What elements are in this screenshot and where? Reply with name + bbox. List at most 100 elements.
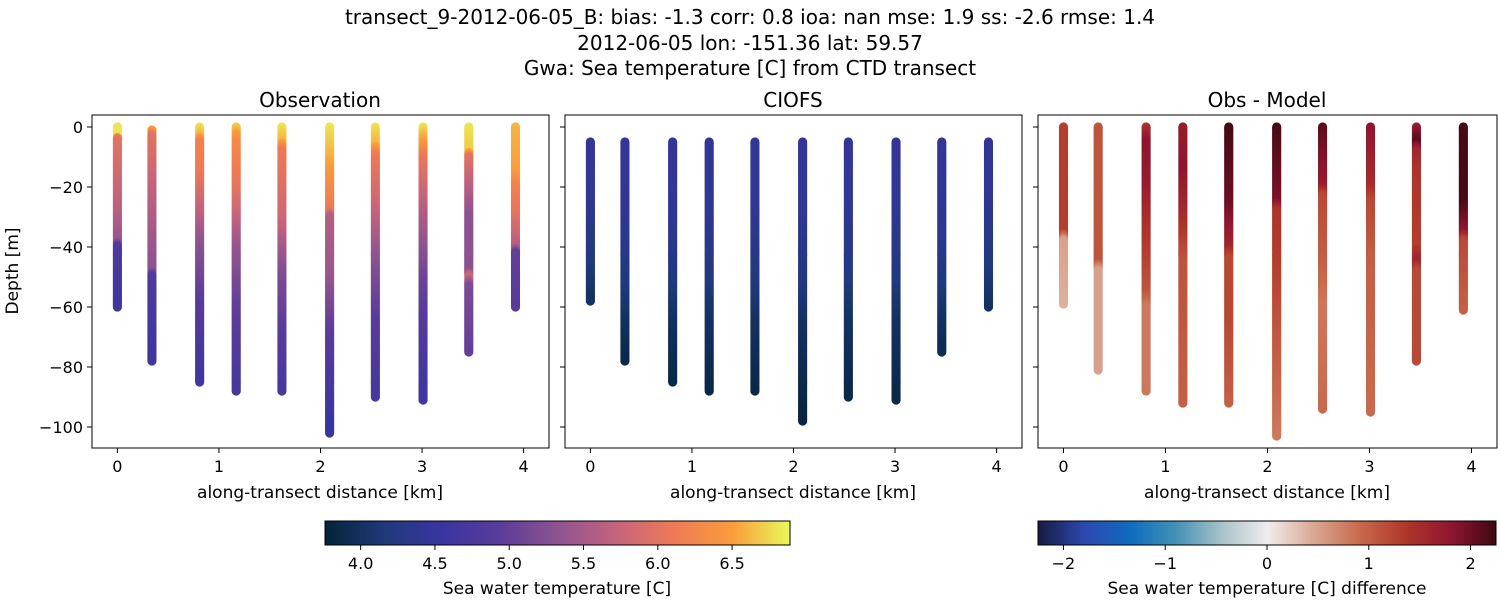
figure-title-line-2: 2012-06-05 lon: -151.36 lat: 59.57 bbox=[577, 31, 923, 55]
data-point bbox=[1317, 404, 1328, 414]
station-profile bbox=[195, 122, 205, 387]
station-profile bbox=[147, 125, 157, 366]
data-point bbox=[585, 296, 595, 306]
station-profile bbox=[1058, 122, 1069, 309]
data-point bbox=[418, 395, 428, 405]
panel-title-obs-minus-model: Obs - Model bbox=[1208, 88, 1327, 112]
data-point bbox=[1141, 386, 1151, 396]
x-tick-label: 1 bbox=[214, 457, 224, 476]
station-profile bbox=[937, 137, 947, 357]
station-profile bbox=[1411, 122, 1422, 366]
station-profile bbox=[585, 137, 595, 306]
x-tick-label: 0 bbox=[112, 457, 122, 476]
station-profile bbox=[277, 122, 287, 396]
y-tick-label: −20 bbox=[49, 178, 83, 197]
x-tick-label: 1 bbox=[687, 457, 697, 476]
y-tick-label: −80 bbox=[49, 358, 83, 377]
y-tick-label: −60 bbox=[49, 298, 83, 317]
x-tick-label: 0 bbox=[585, 457, 595, 476]
data-point bbox=[325, 428, 335, 438]
station-profile bbox=[325, 122, 335, 438]
data-point bbox=[798, 416, 808, 426]
data-point bbox=[983, 302, 994, 312]
x-tick-label: 4 bbox=[1466, 457, 1476, 476]
x-tick-label: 4 bbox=[519, 457, 529, 476]
x-tick-label: 2 bbox=[315, 457, 325, 476]
panel-1: 0 1 2 3 4 bbox=[560, 114, 1023, 476]
station-profile bbox=[1224, 122, 1234, 408]
station-profile bbox=[891, 137, 901, 405]
station-profile bbox=[1272, 122, 1282, 441]
data-point bbox=[1365, 407, 1376, 417]
station-profile bbox=[668, 137, 678, 387]
data-point bbox=[277, 386, 287, 396]
station-profile bbox=[1093, 122, 1103, 375]
x-tick-label: 2 bbox=[1262, 457, 1272, 476]
data-point bbox=[704, 386, 714, 396]
colorbar-0: 4.0 4.5 5.0 5.5 6.0 6.5 bbox=[324, 520, 791, 573]
y-tick-label: 0 bbox=[73, 118, 83, 137]
station-profile bbox=[1365, 122, 1376, 417]
data-point bbox=[891, 395, 901, 405]
x-tick-label: 3 bbox=[890, 457, 900, 476]
xlabel-ciofs: along-transect distance [km] bbox=[670, 483, 916, 503]
panel-2: 0 1 2 3 4 bbox=[1033, 114, 1498, 476]
station-profile bbox=[112, 122, 122, 312]
data-point bbox=[668, 377, 678, 387]
x-tick-label: 0 bbox=[1058, 457, 1068, 476]
panel-title-ciofs: CIOFS bbox=[763, 88, 822, 112]
figure-title-line-3: Gwa: Sea temperature [C] from CTD transe… bbox=[524, 56, 976, 80]
panel-0: 0 1 2 3 4 0 −20 −40 −60 −80 −100 bbox=[39, 114, 550, 476]
data-point bbox=[1178, 398, 1188, 408]
data-point bbox=[1058, 299, 1069, 309]
data-point bbox=[370, 392, 380, 402]
station-profile bbox=[370, 122, 380, 402]
data-point bbox=[750, 386, 760, 396]
x-tick-label: 3 bbox=[417, 457, 427, 476]
x-tick-label: 4 bbox=[992, 457, 1002, 476]
x-tick-label: 1 bbox=[1160, 457, 1170, 476]
data-point bbox=[195, 377, 205, 387]
axes-frame bbox=[1037, 114, 1498, 449]
data-point bbox=[112, 302, 122, 312]
plot-layer: 0 1 2 3 4 0 −20 −40 −60 −80 −100 0 1 2 3 4 0 1 2 3 4 4.0 4.5 5.… bbox=[39, 114, 1498, 573]
figure-title-line-1: transect_9-2012-06-05_B: bias: -1.3 corr… bbox=[345, 5, 1155, 29]
station-profile bbox=[464, 122, 474, 357]
station-profile bbox=[1458, 122, 1468, 315]
panel-title-observation: Observation bbox=[259, 88, 381, 112]
colorbar-label-temperature: Sea water temperature [C] bbox=[443, 579, 671, 599]
xlabel-obs-minus-model: along-transect distance [km] bbox=[1144, 483, 1390, 503]
data-point bbox=[937, 347, 947, 357]
data-point bbox=[510, 302, 521, 312]
data-point bbox=[1224, 398, 1234, 408]
axes-frame bbox=[91, 114, 550, 449]
data-point bbox=[843, 392, 853, 402]
y-tick-label: −100 bbox=[39, 418, 83, 437]
station-profile bbox=[510, 122, 521, 312]
station-profile bbox=[798, 137, 808, 426]
station-profile bbox=[1141, 122, 1151, 396]
data-point bbox=[231, 386, 241, 396]
station-profile bbox=[1178, 122, 1188, 408]
data-point bbox=[1411, 356, 1422, 366]
data-point bbox=[620, 356, 630, 366]
station-profile bbox=[843, 137, 853, 402]
station-profile bbox=[704, 137, 714, 396]
station-profile bbox=[231, 122, 241, 396]
station-profile bbox=[1317, 122, 1328, 414]
data-point bbox=[147, 356, 157, 366]
station-profile bbox=[620, 137, 630, 366]
xlabel-observation: along-transect distance [km] bbox=[197, 483, 443, 503]
colorbar-label-difference: Sea water temperature [C] difference bbox=[1107, 579, 1426, 599]
data-point bbox=[1272, 431, 1282, 441]
data-point bbox=[1093, 365, 1103, 375]
station-profile bbox=[750, 137, 760, 396]
station-profile bbox=[418, 122, 428, 405]
ylabel-depth: Depth [m] bbox=[3, 227, 23, 314]
y-tick-label: −40 bbox=[49, 238, 83, 257]
x-tick-label: 3 bbox=[1364, 457, 1374, 476]
data-point bbox=[1458, 305, 1468, 315]
axes-frame bbox=[564, 114, 1023, 449]
x-tick-label: 2 bbox=[788, 457, 798, 476]
